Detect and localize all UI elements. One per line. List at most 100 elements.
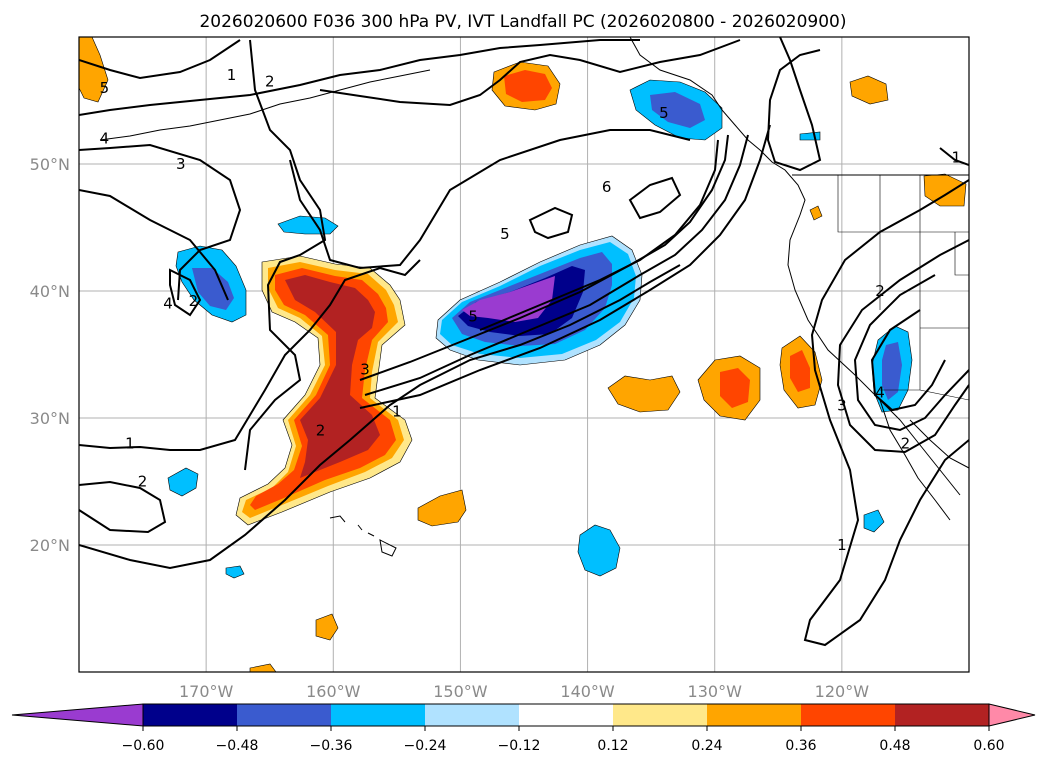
- pv-anomaly-fields: [79, 37, 967, 672]
- contour-1-west: [79, 259, 421, 451]
- colorbar-frame: [142, 703, 990, 727]
- pv-negative-nw-inner: [192, 268, 234, 310]
- contour-jet-2: [364, 134, 749, 396]
- pv-positive-rockies: [923, 173, 967, 207]
- coastlines: [99, 37, 969, 557]
- x-tick-label: 140°W: [560, 682, 615, 701]
- contour-label: 1: [392, 403, 402, 421]
- colorbar-segment: [707, 704, 802, 726]
- y-tick-label: 20°N: [30, 536, 70, 555]
- contour-north-4: [79, 189, 229, 301]
- colorbar-segment: [425, 704, 520, 726]
- map-frame: [78, 36, 970, 673]
- contour-label: 1: [227, 66, 237, 84]
- pv-positive-south-1: [417, 489, 467, 527]
- colorbar-tick-label: 0.36: [785, 738, 816, 754]
- colorbar-segment: [801, 704, 896, 726]
- colorbar-tick-label: 0.24: [691, 738, 722, 754]
- pv-positive-north-inner: [504, 70, 552, 102]
- contour-north-1: [79, 39, 241, 80]
- contour-label: 5: [500, 225, 510, 243]
- x-tick-label: 130°W: [688, 682, 743, 701]
- contour-label: 5: [468, 307, 478, 325]
- colorbar-tick-label: 0.48: [879, 738, 910, 754]
- contour-label: 4: [100, 130, 110, 148]
- pv-positive-canada: [849, 75, 889, 105]
- contour-label: 2: [316, 422, 326, 440]
- colorbar-tick-label: 0.12: [597, 738, 628, 754]
- pv-negative-baja: [863, 509, 885, 533]
- x-tick-label: 160°W: [306, 682, 361, 701]
- pv-positive-coast-inner: [790, 350, 810, 392]
- border-states: [837, 175, 969, 401]
- contour-ridge-6: [628, 176, 682, 220]
- y-tick-label: 50°N: [30, 155, 70, 174]
- contour-jet-1: [359, 124, 771, 409]
- contour-label: 4: [875, 384, 885, 402]
- x-tick-label: 150°W: [433, 682, 488, 701]
- contour-label: 1: [125, 434, 135, 452]
- colorbar-segment: [331, 704, 426, 726]
- colorbar-tick-label: −0.24: [404, 738, 447, 754]
- pv-positive-subtrop-2-inner: [720, 368, 750, 408]
- contour-jet-4: [479, 139, 719, 331]
- contour-label: 2: [265, 72, 275, 90]
- colorbar-segment: [613, 704, 708, 726]
- coastline-hawaii: [329, 515, 397, 557]
- colorbar: −0.60 −0.48 −0.36 −0.24 −0.12 0.12 0.24 0.36 0.4…: [11, 703, 1036, 754]
- contour-20n: [79, 264, 681, 570]
- y-tick-label: 30°N: [30, 409, 70, 428]
- chart-title: 2026020600 F036 300 hPa PV, IVT Landfall…: [199, 12, 846, 32]
- contour-trough-2: [244, 39, 327, 471]
- contour-landfall-1: [803, 179, 969, 647]
- x-tick-label: 170°W: [179, 682, 234, 701]
- colorbar-extend-low: [11, 703, 144, 727]
- contour-landfall-3: [853, 274, 969, 432]
- contour-nw-loop: [169, 268, 202, 317]
- pv-negative-small-2: [225, 565, 245, 579]
- contour-landfall-4: [870, 309, 946, 412]
- contour-label: 6: [602, 178, 612, 196]
- contour-north-2: [79, 39, 640, 116]
- contour-ridge-5b: [528, 206, 574, 240]
- contour-label: 3: [176, 155, 186, 173]
- contour-label: 1: [952, 149, 962, 167]
- x-axis-ticks: 170°W 160°W 150°W 140°W 130°W 120°W: [179, 682, 869, 701]
- ivt-contours: [79, 37, 969, 647]
- pv-negative-california-inner: [882, 342, 902, 400]
- contour-rockies-1: [939, 147, 969, 166]
- y-axis-ticks: 20°N 30°N 40°N 50°N: [30, 155, 70, 555]
- y-tick-label: 40°N: [30, 282, 70, 301]
- contour-north-3: [79, 143, 242, 301]
- colorbar-tick-label: −0.60: [122, 738, 165, 754]
- pv-negative-small-1: [167, 467, 199, 497]
- contour-label: 4: [163, 295, 173, 313]
- pv-negative-alaska-inner: [650, 92, 705, 128]
- contour-label: 2: [875, 282, 885, 300]
- pv-positive-trough-core: [285, 275, 380, 478]
- coastline-baja: [879, 399, 951, 521]
- contour-label: 2: [138, 473, 148, 491]
- colorbar-segment: [895, 704, 990, 726]
- pv-negative-ridge-core: [462, 276, 555, 322]
- coastline-west-us: [787, 214, 961, 496]
- contour-label: 3: [837, 396, 847, 414]
- pv-positive-south-2: [315, 613, 339, 641]
- contour-label: 2: [189, 292, 199, 310]
- colorbar-tick-label: −0.12: [498, 738, 541, 754]
- colorbar-tick-label: −0.48: [216, 738, 259, 754]
- coastline-mexico: [909, 419, 969, 469]
- contour-label: 1: [837, 536, 847, 554]
- colorbar-tick-label: 0.60: [973, 738, 1004, 754]
- contour-label: 2: [901, 434, 911, 452]
- contour-north-loop: [319, 39, 741, 107]
- coastline-alaska: [629, 37, 806, 216]
- pv-positive-corner: [79, 37, 109, 103]
- contour-ne-loop: [766, 37, 822, 172]
- contour-ridge-5: [289, 129, 691, 270]
- contour-label: 3: [360, 361, 370, 379]
- colorbar-tick-label: −0.36: [310, 738, 353, 754]
- pv-positive-tiny: [809, 205, 823, 221]
